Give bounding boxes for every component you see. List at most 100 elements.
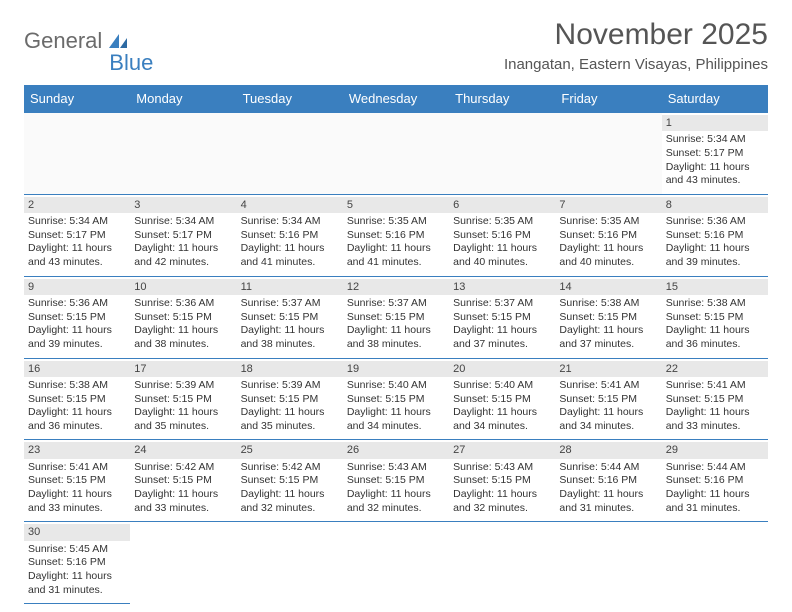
month-title: November 2025 — [504, 18, 768, 52]
day-number: 11 — [237, 279, 343, 295]
day-info: Sunrise: 5:37 AMSunset: 5:15 PMDaylight:… — [241, 297, 339, 352]
logo-text-blue: Blue — [109, 50, 153, 76]
day-number: 25 — [237, 442, 343, 458]
weekday-header-row: SundayMondayTuesdayWednesdayThursdayFrid… — [24, 85, 768, 112]
header: General Blue November 2025 Inangatan, Ea… — [24, 18, 768, 73]
calendar-cell: 4 Sunrise: 5:34 AMSunset: 5:16 PMDaylight… — [237, 195, 343, 277]
weekday-header: Monday — [130, 85, 236, 112]
calendar-cell: 20Sunrise: 5:40 AMSunset: 5:15 PMDayligh… — [449, 359, 555, 441]
day-info: Sunrise: 5:34 AMSunset: 5:16 PMDaylight:… — [241, 215, 339, 270]
day-number: 15 — [662, 279, 768, 295]
day-info: Sunrise: 5:36 AMSunset: 5:15 PMDaylight:… — [134, 297, 232, 352]
day-info: Sunrise: 5:34 AMSunset: 5:17 PMDaylight:… — [28, 215, 126, 270]
calendar-cell: 24Sunrise: 5:42 AMSunset: 5:15 PMDayligh… — [130, 440, 236, 522]
day-info: Sunrise: 5:36 AMSunset: 5:16 PMDaylight:… — [666, 215, 764, 270]
sail-icon — [107, 32, 129, 50]
day-info: Sunrise: 5:35 AMSunset: 5:16 PMDaylight:… — [559, 215, 657, 270]
calendar-cell-empty — [24, 113, 130, 195]
calendar-cell: 25 Sunrise: 5:42 AMSunset: 5:15 PMDayligh… — [237, 440, 343, 522]
location-text: Inangatan, Eastern Visayas, Philippines — [504, 56, 768, 73]
calendar-cell: 7 Sunrise: 5:35 AMSunset: 5:16 PMDaylight… — [555, 195, 661, 277]
calendar-cell: 14Sunrise: 5:38 AMSunset: 5:15 PMDayligh… — [555, 277, 661, 359]
calendar-cell: 30 Sunrise: 5:45 AMSunset: 5:16 PMDayligh… — [24, 522, 130, 604]
calendar-cell: 26 Sunrise: 5:43 AMSunset: 5:15 PMDayligh… — [343, 440, 449, 522]
day-info: Sunrise: 5:35 AMSunset: 5:16 PMDaylight:… — [347, 215, 445, 270]
calendar-grid: 1 Sunrise: 5:34 AMSunset: 5:17 PMDaylight… — [24, 112, 768, 604]
calendar-cell: 23 Sunrise: 5:41 AMSunset: 5:15 PMDayligh… — [24, 440, 130, 522]
weekday-header: Sunday — [24, 85, 130, 112]
day-number: 1 — [662, 115, 768, 131]
day-number: 2 — [24, 197, 130, 213]
day-number: 13 — [449, 279, 555, 295]
day-number: 16 — [24, 361, 130, 377]
weekday-header: Tuesday — [237, 85, 343, 112]
day-info: Sunrise: 5:37 AMSunset: 5:15 PMDaylight:… — [453, 297, 551, 352]
day-number: 8 — [662, 197, 768, 213]
day-number: 23 — [24, 442, 130, 458]
calendar-cell: 11 Sunrise: 5:37 AMSunset: 5:15 PMDayligh… — [237, 277, 343, 359]
day-info: Sunrise: 5:41 AMSunset: 5:15 PMDaylight:… — [28, 461, 126, 516]
day-info: Sunrise: 5:43 AMSunset: 5:15 PMDaylight:… — [347, 461, 445, 516]
calendar-cell: 6 Sunrise: 5:35 AMSunset: 5:16 PMDaylight… — [449, 195, 555, 277]
calendar-cell: 18 Sunrise: 5:39 AMSunset: 5:15 PMDayligh… — [237, 359, 343, 441]
day-info: Sunrise: 5:42 AMSunset: 5:15 PMDaylight:… — [134, 461, 232, 516]
calendar-cell: 12 Sunrise: 5:37 AMSunset: 5:15 PMDayligh… — [343, 277, 449, 359]
calendar-cell-empty — [237, 113, 343, 195]
calendar-cell: 16Sunrise: 5:38 AMSunset: 5:15 PMDayligh… — [24, 359, 130, 441]
weekday-header: Wednesday — [343, 85, 449, 112]
day-number: 21 — [555, 361, 661, 377]
calendar-cell-empty — [555, 113, 661, 195]
day-number: 3 — [130, 197, 236, 213]
day-number: 28 — [555, 442, 661, 458]
day-number: 6 — [449, 197, 555, 213]
day-number: 5 — [343, 197, 449, 213]
weekday-header: Thursday — [449, 85, 555, 112]
day-number: 12 — [343, 279, 449, 295]
logo-text-general: General — [24, 28, 102, 54]
day-info: Sunrise: 5:37 AMSunset: 5:15 PMDaylight:… — [347, 297, 445, 352]
day-info: Sunrise: 5:34 AMSunset: 5:17 PMDaylight:… — [666, 133, 764, 188]
calendar-cell: 8 Sunrise: 5:36 AMSunset: 5:16 PMDaylight… — [662, 195, 768, 277]
day-info: Sunrise: 5:34 AMSunset: 5:17 PMDaylight:… — [134, 215, 232, 270]
day-info: Sunrise: 5:39 AMSunset: 5:15 PMDaylight:… — [241, 379, 339, 434]
day-info: Sunrise: 5:38 AMSunset: 5:15 PMDaylight:… — [666, 297, 764, 352]
day-info: Sunrise: 5:45 AMSunset: 5:16 PMDaylight:… — [28, 543, 126, 598]
calendar-cell: 21 Sunrise: 5:41 AMSunset: 5:15 PMDayligh… — [555, 359, 661, 441]
calendar-cell: 2 Sunrise: 5:34 AMSunset: 5:17 PMDaylight… — [24, 195, 130, 277]
calendar-cell-empty — [130, 113, 236, 195]
day-info: Sunrise: 5:40 AMSunset: 5:15 PMDaylight:… — [347, 379, 445, 434]
calendar-cell: 3 Sunrise: 5:34 AMSunset: 5:17 PMDaylight… — [130, 195, 236, 277]
calendar-cell: 1 Sunrise: 5:34 AMSunset: 5:17 PMDaylight… — [662, 113, 768, 195]
calendar-cell: 9 Sunrise: 5:36 AMSunset: 5:15 PMDaylight… — [24, 277, 130, 359]
day-number: 22 — [662, 361, 768, 377]
day-info: Sunrise: 5:44 AMSunset: 5:16 PMDaylight:… — [666, 461, 764, 516]
day-info: Sunrise: 5:42 AMSunset: 5:15 PMDaylight:… — [241, 461, 339, 516]
day-number: 18 — [237, 361, 343, 377]
day-info: Sunrise: 5:39 AMSunset: 5:15 PMDaylight:… — [134, 379, 232, 434]
day-number: 29 — [662, 442, 768, 458]
logo: General Blue — [24, 18, 153, 64]
day-number: 10 — [130, 279, 236, 295]
day-info: Sunrise: 5:43 AMSunset: 5:15 PMDaylight:… — [453, 461, 551, 516]
day-number: 4 — [237, 197, 343, 213]
day-number: 30 — [24, 524, 130, 540]
calendar-cell: 29 Sunrise: 5:44 AMSunset: 5:16 PMDayligh… — [662, 440, 768, 522]
calendar-cell: 19 Sunrise: 5:40 AMSunset: 5:15 PMDayligh… — [343, 359, 449, 441]
day-info: Sunrise: 5:41 AMSunset: 5:15 PMDaylight:… — [559, 379, 657, 434]
calendar-cell: 27Sunrise: 5:43 AMSunset: 5:15 PMDayligh… — [449, 440, 555, 522]
day-number: 26 — [343, 442, 449, 458]
calendar-cell: 10 Sunrise: 5:36 AMSunset: 5:15 PMDayligh… — [130, 277, 236, 359]
day-number: 9 — [24, 279, 130, 295]
calendar-cell: 5 Sunrise: 5:35 AMSunset: 5:16 PMDaylight… — [343, 195, 449, 277]
day-info: Sunrise: 5:41 AMSunset: 5:15 PMDaylight:… — [666, 379, 764, 434]
title-block: November 2025 Inangatan, Eastern Visayas… — [504, 18, 768, 73]
day-number: 17 — [130, 361, 236, 377]
calendar-cell: 28Sunrise: 5:44 AMSunset: 5:16 PMDayligh… — [555, 440, 661, 522]
day-number: 14 — [555, 279, 661, 295]
weekday-header: Saturday — [662, 85, 768, 112]
day-info: Sunrise: 5:35 AMSunset: 5:16 PMDaylight:… — [453, 215, 551, 270]
day-number: 7 — [555, 197, 661, 213]
day-number: 19 — [343, 361, 449, 377]
calendar-cell: 13 Sunrise: 5:37 AMSunset: 5:15 PMDayligh… — [449, 277, 555, 359]
day-info: Sunrise: 5:36 AMSunset: 5:15 PMDaylight:… — [28, 297, 126, 352]
